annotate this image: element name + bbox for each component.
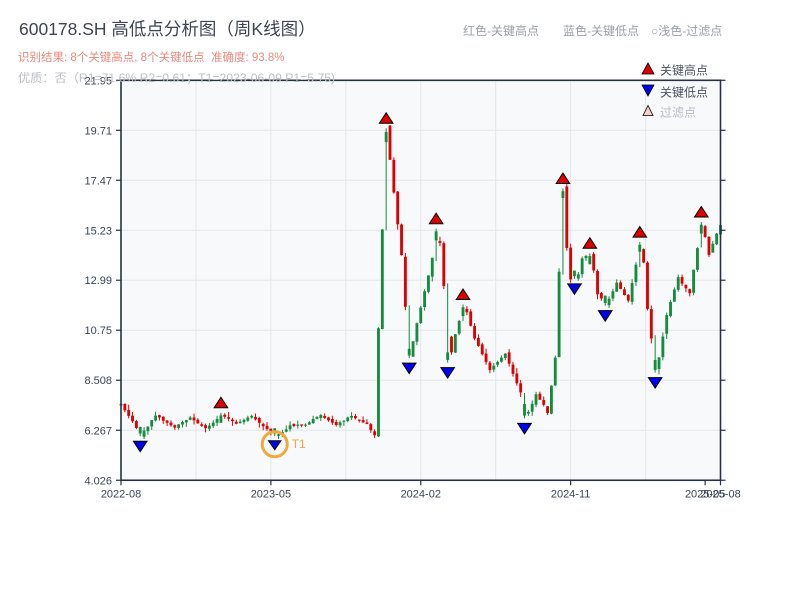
svg-text:8.508: 8.508 <box>84 375 112 387</box>
svg-text:4.026: 4.026 <box>84 475 112 487</box>
svg-text:19.71: 19.71 <box>84 125 112 137</box>
svg-text:12.99: 12.99 <box>84 275 112 287</box>
svg-text:15.23: 15.23 <box>84 225 112 237</box>
svg-text:2025-08: 2025-08 <box>700 488 740 500</box>
svg-text:T1: T1 <box>292 437 306 451</box>
svg-text:10.75: 10.75 <box>84 325 112 337</box>
svg-text:6.267: 6.267 <box>84 425 112 437</box>
svg-text:2022-08: 2022-08 <box>101 488 141 500</box>
svg-text:17.47: 17.47 <box>84 175 112 187</box>
svg-text:2023-05: 2023-05 <box>251 488 291 500</box>
svg-text:2024-11: 2024-11 <box>551 488 591 500</box>
svg-text:2024-02: 2024-02 <box>401 488 441 500</box>
